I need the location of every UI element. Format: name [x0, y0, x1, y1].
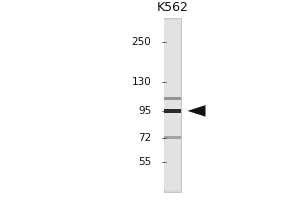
Text: K562: K562: [157, 1, 188, 14]
Text: 250: 250: [132, 37, 152, 47]
Bar: [164, 20, 181, 190]
Text: 55: 55: [138, 157, 152, 167]
Bar: [164, 97, 181, 100]
Text: 72: 72: [138, 133, 152, 143]
Bar: [164, 18, 181, 192]
Bar: [164, 109, 181, 113]
Text: 130: 130: [132, 77, 152, 87]
Bar: [164, 136, 181, 139]
Text: 95: 95: [138, 106, 152, 116]
Polygon shape: [188, 105, 206, 117]
